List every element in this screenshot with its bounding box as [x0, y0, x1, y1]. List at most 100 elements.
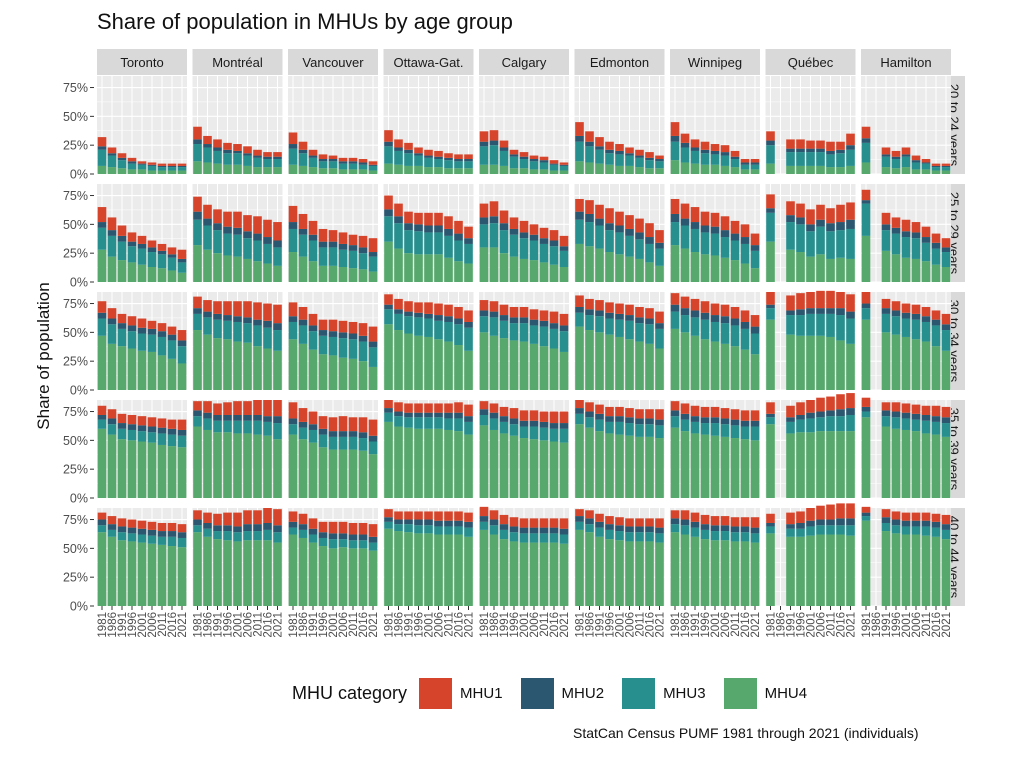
bar-segment-mhu2 [127, 161, 137, 164]
bar-segment-mhu2 [605, 524, 614, 530]
bar-segment-mhu2 [127, 325, 137, 332]
bar-segment-mhu4 [509, 340, 519, 390]
bar-segment-mhu3 [796, 315, 805, 336]
bar-segment-mhu4 [539, 169, 549, 174]
bar-segment-mhu4 [861, 417, 871, 498]
bar-segment-mhu3 [479, 521, 489, 530]
bar-segment-mhu1 [157, 243, 167, 251]
bar-segment-mhu2 [308, 234, 318, 241]
bar-segment-mhu3 [690, 317, 700, 336]
bar-segment-mhu3 [645, 243, 654, 263]
bar-segment-mhu3 [394, 524, 403, 532]
bar-segment-mhu4 [454, 345, 463, 390]
bar-segment-mhu4 [901, 167, 911, 174]
bar-segment-mhu2 [263, 237, 272, 244]
bar-segment-mhu3 [394, 313, 403, 331]
bar-segment-mhu2 [549, 423, 559, 429]
bar-segment-mhu2 [911, 160, 921, 163]
bar-segment-mhu1 [328, 319, 338, 332]
bar-segment-mhu1 [308, 411, 318, 425]
bar-segment-mhu1 [348, 234, 358, 246]
bar-segment-mhu4 [836, 257, 845, 282]
legend-swatch-mhu2 [520, 677, 554, 709]
bar-segment-mhu1 [414, 212, 423, 225]
bar-segment-mhu3 [595, 419, 604, 432]
bar-segment-mhu4 [157, 170, 167, 174]
bar-segment-mhu2 [368, 252, 378, 257]
bar-segment-mhu2 [816, 148, 825, 153]
x-tick-label: 2011 [539, 612, 551, 637]
bar-segment-mhu2 [881, 410, 891, 417]
bar-segment-mhu3 [645, 532, 654, 542]
bar-segment-mhu2 [404, 519, 413, 525]
bar-segment-mhu4 [308, 261, 318, 282]
bar-segment-mhu1 [414, 147, 423, 154]
bar-segment-mhu2 [177, 258, 187, 263]
bar-segment-mhu4 [434, 339, 443, 390]
bar-segment-mhu2 [575, 408, 584, 414]
bar-segment-mhu1 [519, 152, 529, 157]
bar-segment-mhu2 [881, 517, 891, 523]
bar-segment-mhu2 [941, 324, 951, 331]
bar-segment-mhu2 [786, 524, 795, 529]
bar-segment-mhu4 [348, 548, 358, 606]
bar-segment-mhu1 [816, 140, 825, 149]
bar-segment-mhu4 [575, 161, 584, 174]
bar-segment-mhu2 [891, 156, 901, 160]
bar-segment-mhu1 [559, 313, 569, 326]
bar-segment-mhu2 [489, 140, 499, 146]
bar-segment-mhu1 [575, 400, 584, 409]
bar-segment-mhu4 [348, 449, 358, 498]
bar-segment-mhu3 [911, 526, 921, 535]
bar-segment-mhu1 [318, 319, 328, 331]
bar-segment-mhu1 [710, 516, 720, 526]
bar-segment-mhu1 [720, 216, 730, 231]
bar-segment-mhu3 [529, 161, 539, 170]
bar-segment-mhu4 [826, 258, 835, 282]
bar-segment-mhu1 [529, 410, 539, 421]
bar-segment-mhu3 [645, 160, 654, 169]
bar-segment-mhu4 [97, 532, 107, 606]
bar-segment-mhu1 [806, 292, 815, 309]
bar-segment-mhu4 [338, 547, 348, 606]
bar-segment-mhu1 [253, 216, 262, 234]
bar-segment-mhu4 [816, 431, 825, 498]
bar-segment-mhu3 [203, 317, 212, 335]
bar-segment-mhu4 [444, 534, 453, 606]
x-tick-label: 2021 [273, 612, 285, 638]
bar-segment-mhu2 [720, 525, 730, 532]
x-tick-label: 2011 [635, 612, 647, 637]
x-tick-label: 2011 [921, 612, 933, 637]
bar-segment-mhu4 [549, 348, 559, 390]
bar-segment-mhu4 [328, 548, 338, 606]
bar-segment-mhu4 [97, 165, 107, 174]
bar-segment-mhu4 [826, 167, 835, 174]
bar-segment-mhu2 [394, 147, 403, 151]
bar-segment-mhu4 [454, 261, 463, 282]
bar-segment-mhu4 [454, 168, 463, 174]
bar-segment-mhu1 [464, 310, 473, 322]
bar-segment-mhu4 [117, 260, 127, 282]
bar-segment-mhu1 [766, 292, 775, 305]
facet-strip-label: Winnipeg [688, 55, 742, 70]
bar-segment-mhu1 [529, 309, 539, 320]
bar-segment-mhu1 [931, 405, 941, 417]
bar-segment-mhu1 [273, 304, 282, 324]
bar-segment-mhu1 [117, 225, 127, 236]
bar-segment-mhu2 [539, 160, 549, 163]
bar-segment-mhu3 [424, 318, 433, 337]
bar-segment-mhu2 [861, 303, 871, 309]
bar-segment-mhu1 [203, 512, 212, 523]
bar-segment-mhu2 [786, 417, 795, 422]
x-tick-label: 1991 [881, 612, 893, 638]
bar-segment-mhu3 [901, 237, 911, 258]
bar-segment-mhu1 [479, 300, 489, 311]
bar-segment-mhu2 [288, 316, 298, 322]
bar-segment-mhu3 [193, 313, 202, 331]
bar-segment-mhu2 [655, 419, 664, 426]
bar-segment-mhu1 [358, 159, 368, 163]
bar-segment-mhu3 [911, 319, 921, 340]
bar-segment-mhu1 [720, 516, 730, 526]
bar-segment-mhu4 [193, 161, 202, 174]
x-tick-label: 2006 [720, 612, 732, 638]
